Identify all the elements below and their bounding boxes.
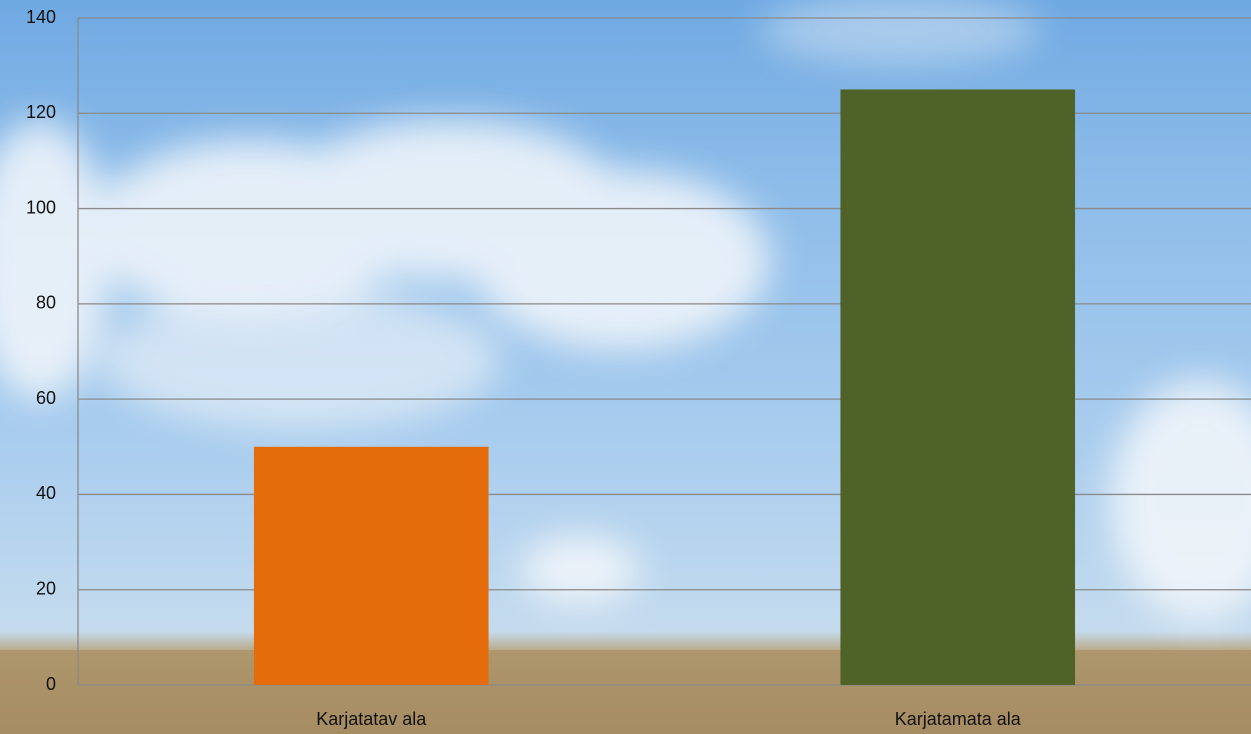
y-tick-label: 20 <box>36 578 56 598</box>
bar <box>253 446 489 685</box>
x-tick-label: Karjatamata ala <box>895 709 1022 729</box>
x-tick-label: Karjatatav ala <box>316 709 427 729</box>
y-tick-label: 60 <box>36 388 56 408</box>
y-tick-label: 140 <box>26 7 56 27</box>
y-tick-label: 80 <box>36 293 56 313</box>
bar <box>840 89 1076 685</box>
y-tick-label: 40 <box>36 483 56 503</box>
y-tick-label: 120 <box>26 102 56 122</box>
y-tick-label: 100 <box>26 197 56 217</box>
clouds <box>0 0 1251 620</box>
y-tick-label: 0 <box>46 674 56 694</box>
